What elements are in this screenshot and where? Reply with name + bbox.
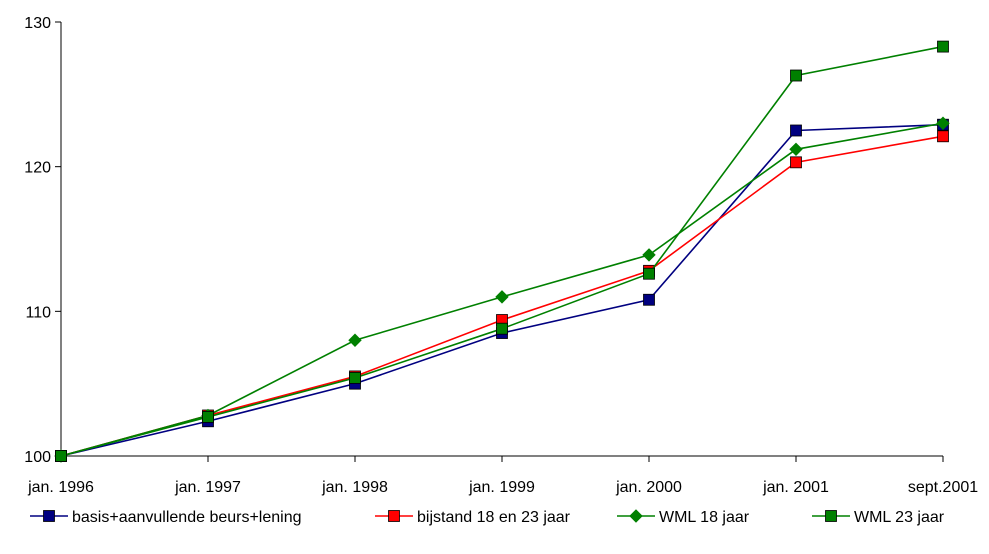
y-tick-label: 110 (25, 304, 51, 321)
data-point (643, 267, 655, 280)
series-4 (55, 40, 949, 462)
data-point (790, 69, 802, 82)
legend-label: bijstand 18 en 23 jaar (417, 509, 571, 526)
axes: 100 110 120 130 jan. 1996 jan. 1997 jan. 1998 j… (24, 15, 978, 496)
x-tick-label: jan. 1996 (27, 479, 94, 496)
series-3 (54, 116, 950, 463)
legend-marker (629, 509, 643, 523)
data-point (202, 411, 214, 423)
x-tick-label: jan. 1998 (321, 479, 388, 496)
data-point (643, 293, 655, 306)
series-line (60, 45, 944, 457)
legend: basis+aanvullende beurs+lening bijstand 1… (30, 509, 945, 526)
x-tick-label: jan. 2001 (762, 479, 829, 496)
legend-label: WML 18 jaar (659, 509, 750, 526)
legend-label: basis+aanvullende beurs+lening (72, 509, 302, 526)
data-point (937, 130, 949, 143)
x-tick-label: jan. 1997 (174, 479, 241, 496)
legend-label: WML 23 jaar (854, 509, 945, 526)
legend-item-1: basis+aanvullende beurs+lening (30, 509, 302, 526)
legend-marker (43, 510, 55, 522)
y-tick-label: 120 (24, 160, 51, 177)
series-group (54, 40, 950, 463)
data-point (55, 450, 67, 462)
x-tick-label: jan. 2000 (615, 479, 682, 496)
legend-item-3: WML 18 jaar (617, 509, 750, 526)
x-tick-label: sept.2001 (908, 479, 978, 496)
legend-item-4: WML 23 jaar (812, 509, 945, 526)
x-tick-label: jan. 1999 (468, 479, 535, 496)
data-point (789, 142, 803, 157)
legend-marker (825, 510, 837, 522)
data-point (937, 40, 949, 53)
legend-marker (388, 510, 400, 522)
y-tick-label: 130 (24, 15, 51, 32)
data-point (349, 371, 361, 384)
data-point (790, 124, 802, 137)
y-tick-label: 100 (24, 449, 51, 466)
data-point (348, 333, 362, 347)
data-point (642, 248, 656, 262)
legend-item-2: bijstand 18 en 23 jaar (375, 509, 571, 526)
series-line (60, 122, 944, 457)
data-point (495, 290, 509, 304)
data-point (790, 156, 802, 169)
data-point (496, 322, 508, 335)
data-point (936, 116, 950, 130)
